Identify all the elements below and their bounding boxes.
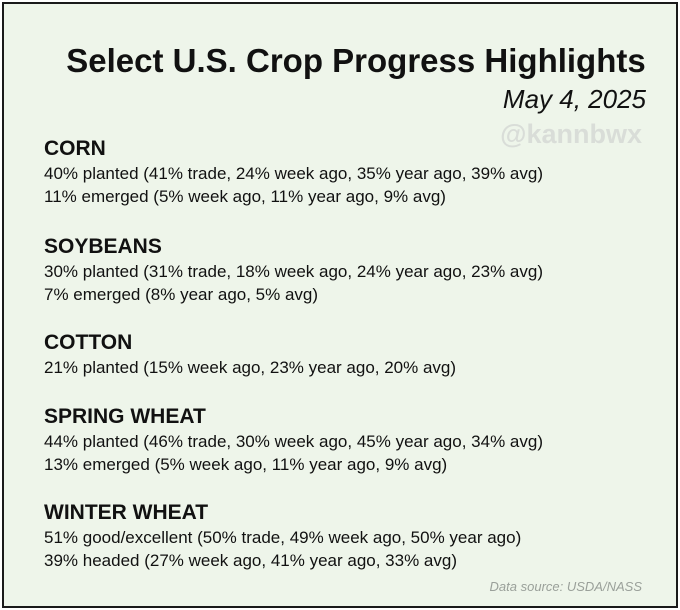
section-line: 7% emerged (8% year ago, 5% avg) [44, 285, 319, 304]
section-line: 40% planted (41% trade, 24% week ago, 35… [44, 164, 543, 183]
data-source-note: Data source: USDA/NASS [489, 579, 642, 594]
watermark-handle: @kannbwx [500, 119, 642, 149]
section-heading: SOYBEANS [44, 235, 162, 258]
section-line: 21% planted (15% week ago, 23% year ago,… [44, 358, 457, 377]
section-heading: WINTER WHEAT [44, 501, 209, 524]
report-date: May 4, 2025 [502, 84, 646, 114]
section-line: 13% emerged (5% week ago, 11% year ago, … [44, 455, 448, 474]
section-cotton: COTTON 21% planted (15% week ago, 23% ye… [44, 330, 456, 379]
section-line: 11% emerged (5% week ago, 11% year ago, … [44, 187, 446, 206]
section-spring-wheat: SPRING WHEAT 44% planted (46% trade, 30%… [44, 404, 543, 476]
section-line: 51% good/excellent (50% trade, 49% week … [44, 528, 522, 547]
page-title: Select U.S. Crop Progress Highlights [66, 42, 646, 79]
section-soybeans: SOYBEANS 30% planted (31% trade, 18% wee… [44, 234, 543, 306]
section-line: 44% planted (46% trade, 30% week ago, 45… [44, 432, 543, 451]
section-winter-wheat: WINTER WHEAT 51% good/excellent (50% tra… [44, 500, 521, 572]
section-heading: COTTON [44, 331, 133, 354]
section-heading: SPRING WHEAT [44, 405, 206, 428]
section-line: 39% headed (27% week ago, 41% year ago, … [44, 551, 457, 570]
section-corn: CORN 40% planted (41% trade, 24% week ag… [44, 136, 543, 208]
section-heading: CORN [44, 137, 106, 160]
section-line: 30% planted (31% trade, 18% week ago, 24… [44, 262, 543, 281]
